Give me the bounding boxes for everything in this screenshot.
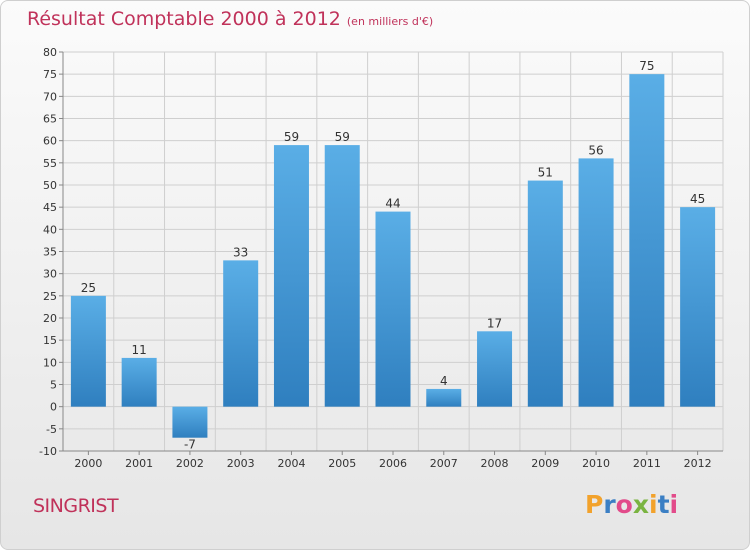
- bar: [223, 260, 259, 407]
- bar-value-label: 56: [588, 143, 603, 157]
- x-tick-label: 2009: [531, 457, 559, 470]
- bar: [629, 74, 665, 407]
- y-tick-label: -5: [46, 423, 57, 436]
- x-tick-label: 2011: [633, 457, 661, 470]
- chart-title: Résultat Comptable 2000 à 2012 (en millie…: [27, 8, 433, 30]
- title-text: Résultat Comptable 2000 à 2012: [27, 8, 341, 30]
- bar-value-label: 17: [487, 316, 502, 330]
- logo-letter: i: [669, 490, 679, 519]
- y-tick-label: 0: [50, 401, 57, 414]
- bar: [527, 180, 563, 407]
- y-tick-label: 75: [43, 68, 57, 81]
- y-tick-label: 65: [43, 113, 57, 126]
- bar-value-label: 44: [385, 197, 400, 211]
- axes: -10 -5 0 5 10 15 20 25 30 35 40 45 50 55 60 65 70 75 80 200…: [39, 46, 723, 470]
- logo-letter: P: [585, 490, 604, 519]
- y-tick-label: 25: [43, 290, 57, 303]
- bar: [70, 295, 106, 407]
- x-tick-label: 2005: [328, 457, 356, 470]
- y-tick-label: 80: [43, 46, 57, 59]
- y-tick-label: 30: [43, 268, 57, 281]
- y-tick-label: 20: [43, 312, 57, 325]
- bar-value-label: 25: [81, 281, 96, 295]
- x-tick-label: 2003: [227, 457, 255, 470]
- bar: [324, 145, 360, 407]
- x-tick-label: 2002: [176, 457, 204, 470]
- y-tick-label: 15: [43, 334, 57, 347]
- bar: [273, 145, 309, 407]
- y-tick-label: 40: [43, 223, 57, 236]
- y-tick-label: 45: [43, 201, 57, 214]
- y-tick-label: 60: [43, 135, 57, 148]
- logo-letter: o: [615, 490, 633, 519]
- y-tick-label: 10: [43, 356, 57, 369]
- bar: [121, 357, 157, 407]
- bars: [70, 74, 716, 438]
- chart-subtitle: (en milliers d'€): [346, 15, 434, 28]
- bar: [477, 331, 513, 407]
- bar: [426, 388, 462, 407]
- logo-letter: x: [632, 490, 649, 519]
- y-tick-label: 55: [43, 157, 57, 170]
- bar: [578, 158, 614, 407]
- bar-value-label: 4: [440, 374, 448, 388]
- x-tick-label: 2000: [74, 457, 102, 470]
- logo-letter: i: [649, 490, 658, 519]
- x-tick-label: 2008: [481, 457, 509, 470]
- x-tick-label: 2007: [430, 457, 458, 470]
- y-tick-label: 5: [50, 379, 57, 392]
- bar-value-label: 33: [233, 245, 248, 259]
- bar-value-label: -7: [184, 438, 196, 452]
- bar: [680, 207, 716, 407]
- bar-value-label: 75: [639, 59, 654, 73]
- y-tick-label: -10: [39, 445, 57, 458]
- y-tick-label: 35: [43, 246, 57, 259]
- y-tick-label: 70: [43, 90, 57, 103]
- x-tick-label: 2006: [379, 457, 407, 470]
- x-tick-label: 2001: [125, 457, 153, 470]
- logo-letter: t: [657, 490, 670, 519]
- bar: [375, 211, 411, 407]
- bar-value-label: 59: [284, 130, 299, 144]
- y-tick-label: 50: [43, 179, 57, 192]
- x-tick-label: 2004: [277, 457, 305, 470]
- bar-value-label: 11: [132, 343, 147, 357]
- commune-name: SINGRIST: [33, 495, 119, 517]
- bar-value-label: 45: [690, 192, 705, 206]
- bar-value-label: 51: [538, 166, 553, 180]
- x-tick-label: 2010: [582, 457, 610, 470]
- proxiti-logo: Proxiti: [585, 490, 678, 519]
- bar-value-label: 59: [335, 130, 350, 144]
- x-tick-label: 2012: [684, 457, 712, 470]
- logo-letter: r: [603, 490, 616, 519]
- bar: [172, 406, 208, 438]
